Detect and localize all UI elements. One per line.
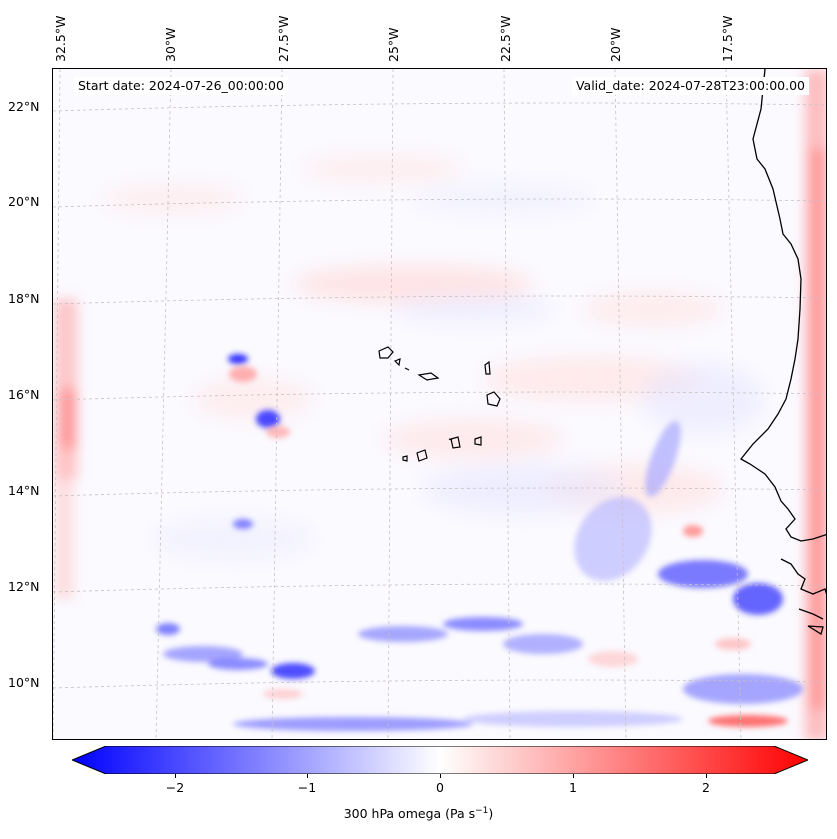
lon-label-30w: 30°W <box>163 27 178 62</box>
lon-label-25w: 25°W <box>386 27 401 62</box>
cb-tickmark <box>573 774 574 778</box>
lat-label-22n: 22°N <box>8 99 40 114</box>
lon-label-17-5w: 17.5°W <box>720 15 735 62</box>
cb-tickmark <box>175 774 176 778</box>
colorbar-gradient <box>70 745 810 775</box>
graticule <box>53 69 826 739</box>
descent-features <box>229 366 788 727</box>
cb-tick-label-1: 1 <box>569 780 577 795</box>
colorbar <box>70 745 810 775</box>
lat-label-10n: 10°N <box>8 675 40 690</box>
cb-tick-label-0: 0 <box>436 780 444 795</box>
colorbar-title: 300 hPa omega (Pa s−1) <box>343 806 494 822</box>
lat-label-16n: 16°N <box>8 387 40 402</box>
lat-label-20n: 20°N <box>8 194 40 209</box>
omega-field-map <box>53 69 826 739</box>
cape-verde-islands <box>378 346 501 462</box>
lon-label-22-5w: 22.5°W <box>498 15 513 62</box>
valid-date-label: Valid_date: 2024-07-28T23:00:00.00 <box>571 77 809 95</box>
lon-label-20w: 20°W <box>608 27 623 62</box>
lat-label-18n: 18°N <box>8 291 40 306</box>
cb-tickmark <box>307 774 308 778</box>
lat-label-12n: 12°N <box>8 579 40 594</box>
lat-label-14n: 14°N <box>8 483 40 498</box>
coastline <box>740 69 826 636</box>
lon-label-32-5w: 32.5°W <box>53 15 68 62</box>
start-date-label: Start date: 2024-07-26_00:00:00 <box>74 77 288 95</box>
cb-tick-label-neg1: −1 <box>297 780 317 795</box>
lon-label-27-5w: 27.5°W <box>276 15 291 62</box>
edge-bands <box>55 69 826 739</box>
cb-tick-label-neg2: −2 <box>165 780 185 795</box>
cb-tick-label-2: 2 <box>702 780 710 795</box>
cb-tickmark <box>706 774 707 778</box>
cb-tickmark <box>440 774 441 778</box>
map-panel <box>52 68 827 740</box>
weak-ascent-descent-texture <box>103 154 763 559</box>
